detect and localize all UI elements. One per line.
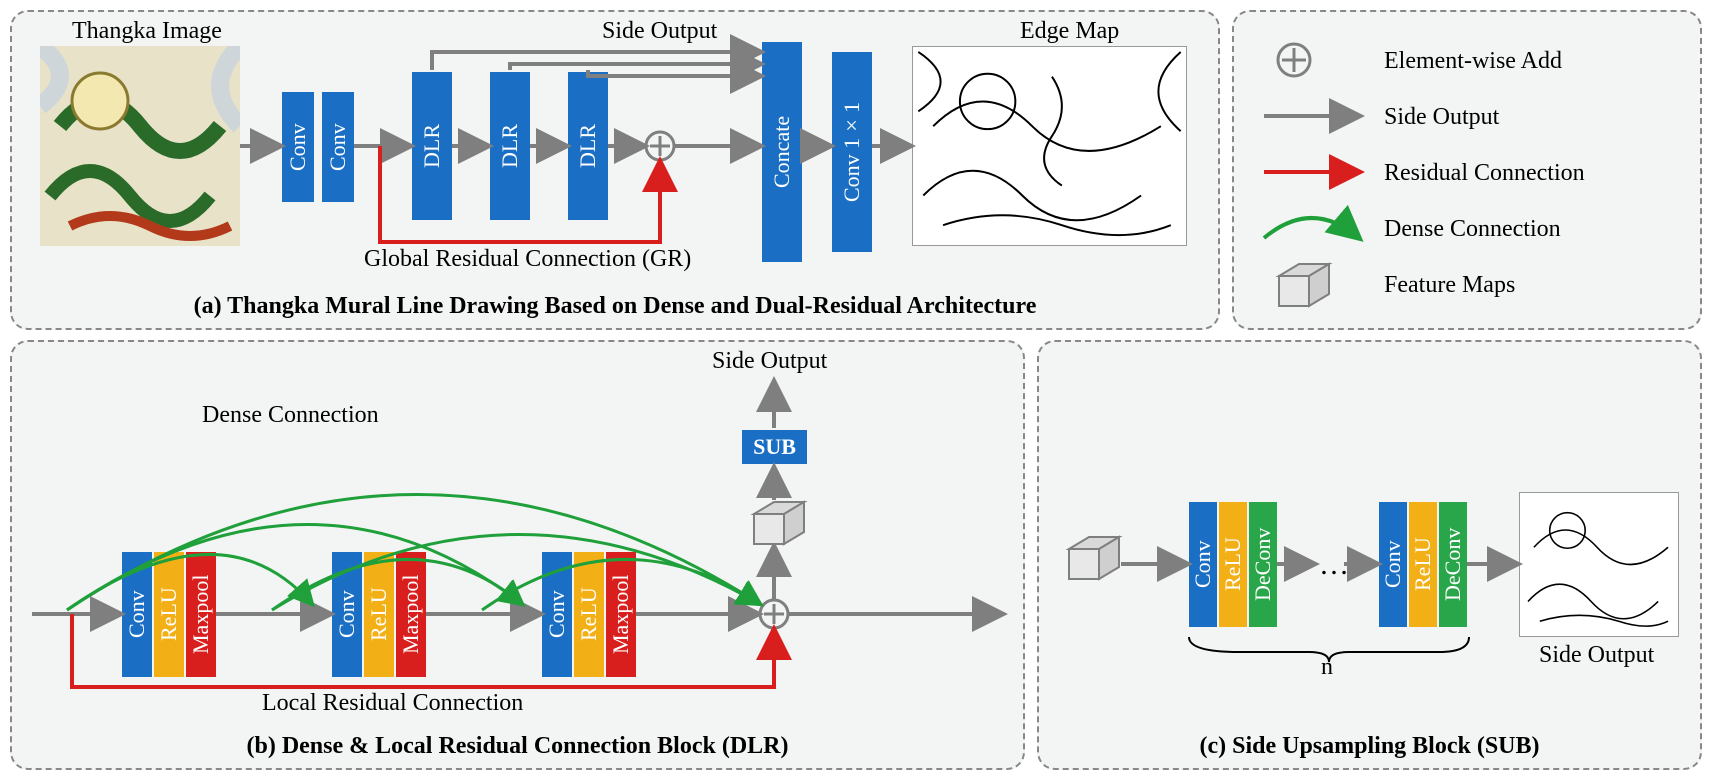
panel-b: Dense Connection Side Output Conv ReLU M… — [10, 340, 1025, 770]
conv-block-2: Conv — [322, 92, 354, 202]
input-label: Thangka Image — [72, 18, 222, 45]
panel-c: Conv ReLU DeConv Conv ReLU DeConv … n Si… — [1037, 340, 1702, 770]
dlr-block-1: DLR — [412, 72, 452, 220]
legend-res: Residual Connection — [1384, 160, 1585, 187]
legend-add: Element-wise Add — [1384, 48, 1562, 75]
c-output-image — [1519, 492, 1679, 637]
b-relu-3: ReLU — [574, 552, 604, 677]
b-maxpool-2: Maxpool — [396, 552, 426, 677]
panel-c-caption: (c) Side Upsampling Block (SUB) — [1039, 733, 1700, 760]
conv1x1-block: Conv 1×1 — [832, 52, 872, 252]
sub-block: SUB — [742, 430, 807, 464]
legend-dense: Dense Connection — [1384, 216, 1561, 243]
gr-label: Global Residual Connection (GR) — [364, 246, 691, 273]
concate-block: Concate — [762, 42, 802, 262]
side-out-c: Side Output — [1539, 642, 1654, 669]
legend-panel: Element-wise Add Side Output Residual Co… — [1232, 10, 1702, 330]
c-relu-1: ReLU — [1219, 502, 1247, 627]
side-out-b: Side Output — [712, 348, 827, 375]
b-relu-2: ReLU — [364, 552, 394, 677]
b-conv-1: Conv — [122, 552, 152, 677]
b-conv-3: Conv — [542, 552, 572, 677]
panel-a: Thangka Image Side Output Edge Map Conv … — [10, 10, 1220, 330]
dlr-block-2: DLR — [490, 72, 530, 220]
b-maxpool-1: Maxpool — [186, 552, 216, 677]
c-relu-2: ReLU — [1409, 502, 1437, 627]
b-relu-1: ReLU — [154, 552, 184, 677]
dots: … — [1319, 548, 1349, 582]
legend-fmap: Feature Maps — [1384, 272, 1515, 299]
c-deconv-1: DeConv — [1249, 502, 1277, 627]
b-maxpool-3: Maxpool — [606, 552, 636, 677]
c-conv-1: Conv — [1189, 502, 1217, 627]
edge-map-image — [912, 46, 1187, 246]
c-conv-2: Conv — [1379, 502, 1407, 627]
dense-label: Dense Connection — [202, 402, 379, 429]
c-deconv-2: DeConv — [1439, 502, 1467, 627]
panel-a-caption: (a) Thangka Mural Line Drawing Based on … — [12, 293, 1218, 320]
conv-block-1: Conv — [282, 92, 314, 202]
n-label: n — [1321, 654, 1333, 681]
side-output-label: Side Output — [602, 18, 717, 45]
b-conv-2: Conv — [332, 552, 362, 677]
local-res-label: Local Residual Connection — [262, 690, 523, 717]
panel-b-caption: (b) Dense & Local Residual Connection Bl… — [12, 733, 1023, 760]
output-label: Edge Map — [1020, 18, 1119, 45]
dlr-block-3: DLR — [568, 72, 608, 220]
thangka-image — [40, 46, 240, 246]
legend-side: Side Output — [1384, 104, 1499, 131]
